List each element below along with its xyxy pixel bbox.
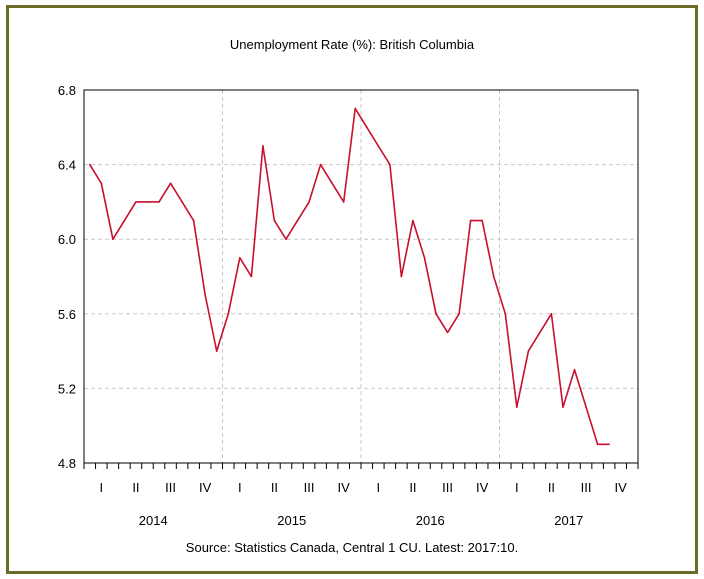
chart-title: Unemployment Rate (%): British Columbia (229, 37, 475, 52)
quarter-label: III (442, 480, 453, 495)
data-point (319, 163, 322, 166)
data-point (285, 238, 287, 240)
data-point (100, 182, 103, 185)
data-point (296, 219, 299, 222)
data-point (400, 275, 403, 278)
data-point (169, 182, 172, 185)
data-point (469, 219, 472, 222)
quarter-label: III (165, 480, 176, 495)
series-group (89, 107, 610, 446)
data-point (446, 331, 449, 334)
data-point (585, 406, 587, 408)
data-point (596, 443, 599, 446)
data-point (215, 350, 218, 352)
y-tick-label: 6.8 (58, 83, 76, 98)
quarter-label: III (581, 480, 592, 495)
data-point (423, 257, 426, 259)
quarter-label: IV (476, 480, 489, 495)
data-point (227, 313, 230, 315)
data-point (562, 406, 564, 408)
data-point (112, 238, 114, 240)
source-note: Source: Statistics Canada, Central 1 CU.… (185, 540, 519, 555)
data-point (516, 406, 518, 408)
data-point (181, 201, 183, 203)
data-point (342, 201, 345, 203)
year-label: 2015 (277, 513, 306, 528)
data-point (354, 107, 357, 110)
quarter-label: II (409, 480, 416, 495)
data-point (239, 257, 241, 259)
data-point (481, 219, 484, 222)
y-tick-label: 6.4 (58, 158, 76, 173)
data-point (608, 443, 610, 446)
data-point (550, 313, 553, 315)
data-point (89, 163, 91, 166)
data-point (539, 331, 541, 334)
data-point (192, 219, 195, 222)
data-point (573, 369, 576, 371)
data-point (527, 350, 530, 352)
quarter-label: II (271, 480, 278, 495)
y-tick-labels: 4.8 5.2 5.6 6.0 6.4 6.8 (58, 83, 76, 471)
y-tick-label: 5.6 (58, 307, 76, 322)
data-point (250, 275, 253, 278)
data-point (458, 313, 460, 315)
data-point (273, 219, 276, 222)
data-point (412, 219, 414, 222)
chart-frame (6, 5, 698, 574)
data-point (366, 126, 368, 129)
quarter-label: III (304, 480, 315, 495)
year-label: 2014 (139, 513, 168, 528)
quarter-label: II (548, 480, 555, 495)
data-point (435, 313, 437, 315)
year-label: 2017 (554, 513, 583, 528)
quarter-label: II (132, 480, 139, 495)
year-label: 2016 (416, 513, 445, 528)
grid-lines (84, 90, 638, 463)
quarter-label: I (377, 480, 381, 495)
quarter-label: I (100, 480, 104, 495)
data-point (377, 145, 380, 147)
axes (83, 89, 639, 469)
data-point (204, 294, 206, 296)
data-point (123, 219, 126, 222)
y-tick-label: 6.0 (58, 232, 76, 247)
series-line (89, 107, 610, 446)
y-tick-label: 4.8 (58, 456, 76, 471)
data-point (158, 201, 160, 203)
data-point (262, 145, 264, 147)
quarter-label: IV (199, 480, 212, 495)
quarter-label: I (238, 480, 242, 495)
y-tick-label: 5.2 (58, 381, 76, 396)
quarter-label: IV (338, 480, 351, 495)
data-point (492, 275, 495, 278)
data-point (331, 182, 333, 185)
data-point (389, 163, 391, 166)
data-point (308, 201, 310, 203)
quarter-label: IV (615, 480, 628, 495)
data-point (135, 201, 137, 203)
quarter-label: I (515, 480, 519, 495)
data-point (146, 201, 149, 203)
data-point (504, 313, 507, 315)
